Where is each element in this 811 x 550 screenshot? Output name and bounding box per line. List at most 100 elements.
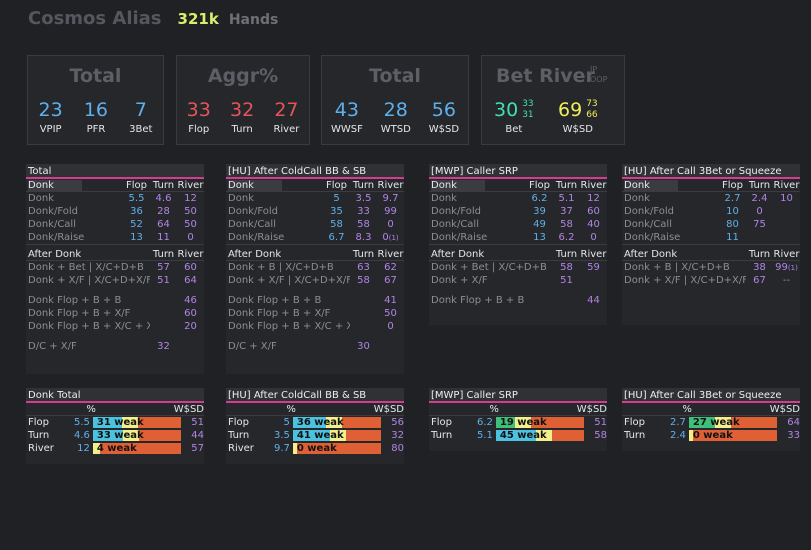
bar-weak-segment [692, 417, 715, 428]
stat-row[interactable]: Donk/Call 80 75 [622, 218, 800, 231]
stat-row[interactable]: Donk/Fold 36 28 50 [26, 205, 204, 218]
stat-row[interactable]: Donk 5 3.5 9.7 [226, 192, 404, 205]
stat-value: 6.2 [558, 232, 575, 243]
card-stat[interactable]: 23 VPIP [39, 99, 63, 135]
stat-row[interactable]: Donk Flop + B + X/C + X/F 20 [26, 320, 204, 333]
stat-row[interactable]: Donk Flop + B + B 46 [26, 294, 204, 307]
wsd-value: 57 [191, 443, 205, 454]
stat-row[interactable]: Donk + X/F 51 [429, 274, 607, 287]
stat-row[interactable]: Donk Flop + B + B 41 [226, 294, 404, 307]
stat-value: 33 [357, 206, 370, 217]
stat-row[interactable]: Donk 6.2 5.1 12 [429, 192, 607, 205]
card-stat[interactable]: 28 WTSD [381, 99, 411, 135]
stat-row-label: Donk Flop + B + B [28, 295, 122, 306]
card-stat[interactable]: 56 W$SD [429, 99, 459, 135]
street-label: Turn [624, 430, 646, 441]
weak-bar-text: 19 weak [499, 417, 547, 428]
after-donk-label: After Donk [431, 249, 485, 260]
weak-bar-row[interactable]: Flop 2.7 27 weak 64 [622, 416, 800, 429]
col-header: River [177, 249, 204, 260]
stat-row[interactable]: Donk 2.7 2.4 10 [622, 192, 800, 205]
stat-panel: Total Donk Flop Turn River Donk 5.5 4.6 12 Donk/F… [26, 164, 204, 374]
stat-value: 40 [587, 219, 600, 230]
stat-row[interactable]: Donk/Call 49 58 40 [429, 218, 607, 231]
col-header: River [177, 180, 204, 191]
stat-row[interactable]: Donk/Raise 13 11 0 [26, 231, 204, 244]
stat-row[interactable]: Donk 5.5 4.6 12 [26, 192, 204, 205]
card-values: 23 VPIP 16 PFR 7 3Bet [28, 99, 163, 135]
stat-row-label: Donk [431, 193, 457, 204]
wsd-header: W$SD [576, 404, 607, 415]
stat-panel: [HU] After ColdCall BB & SB Donk Flop Turn R… [226, 164, 404, 374]
bar-yellow-segment [121, 417, 138, 428]
bar-strong-segment [292, 430, 297, 441]
card-stat[interactable]: 32 Turn [230, 99, 254, 135]
weak-bar-row[interactable]: Flop 6.2 19 weak 51 [429, 416, 607, 429]
bet-river-bet-label: Bet [505, 124, 523, 135]
weak-bar: 19 weak [495, 417, 584, 428]
bet-river-wsd[interactable]: 69 73 66 W$SD [558, 99, 598, 135]
stat-row[interactable]: Donk Flop + B + X/C + X/F 0 [226, 320, 404, 333]
stat-row[interactable]: Donk/Call 52 64 50 [26, 218, 204, 231]
card-stat-value: 27 [274, 99, 299, 121]
stat-value: 28 [157, 206, 170, 217]
weak-bar-row[interactable]: River 9.7 0 weak 80 [226, 442, 404, 455]
stat-row[interactable]: Donk/Fold 39 37 60 [429, 205, 607, 218]
stat-row[interactable]: Donk Flop + B + B 44 [429, 294, 607, 307]
stat-row[interactable]: Donk + X/F | X/C+D+X/F 51 64 [26, 274, 204, 287]
panel-title: [HU] After ColdCall BB & SB [226, 388, 404, 403]
weak-bar-row[interactable]: Turn 2.4 0 weak 33 [622, 429, 800, 442]
stat-row[interactable]: Donk + B | X/C+D+B 63 62 [226, 261, 404, 274]
weak-bar-panel: [MWP] Caller SRP% W$SD Flop 6.2 19 weak 51 Tur… [429, 388, 607, 451]
stat-row[interactable]: Donk/Raise 13 6.2 0 [429, 231, 607, 244]
card-stat[interactable]: 33 Flop [187, 99, 211, 135]
street-label: River [228, 443, 254, 454]
stat-value: 39 [533, 206, 546, 217]
stat-row[interactable]: Donk + Bet | X/C+D+B 57 60 [26, 261, 204, 274]
card-stat[interactable]: 27 River [273, 99, 299, 135]
bar-strong-segment [688, 430, 693, 441]
stat-row[interactable]: Donk/Raise 11 [622, 231, 800, 244]
stat-row[interactable]: Donk/Fold 10 0 [622, 205, 800, 218]
panel-title: [HU] After Call 3Bet or Squeeze [622, 164, 800, 179]
card-stat[interactable]: 7 3Bet [129, 99, 152, 135]
stat-row[interactable]: D/C + X/F 32 [26, 340, 204, 353]
weak-bar-row[interactable]: Turn 4.6 33 weak 44 [26, 429, 204, 442]
card-stat[interactable]: 16 PFR [84, 99, 108, 135]
weak-bar-row[interactable]: River 12 4 weak 57 [26, 442, 204, 455]
stat-row[interactable]: D/C + X/F 30 [226, 340, 404, 353]
donk-section-header: Donk Flop Turn River [26, 179, 204, 192]
stat-row[interactable]: Donk + X/F | X/C+D+X/F 58 67 [226, 274, 404, 287]
stat-row-label: Donk + X/F [431, 275, 488, 286]
stat-value: 60 [587, 206, 600, 217]
stat-row[interactable]: Donk Flop + B + X/F 60 [26, 307, 204, 320]
stat-row-label: Donk/Fold [28, 206, 78, 217]
weak-bar-row[interactable]: Flop 5.5 31 weak 51 [26, 416, 204, 429]
col-header: River [773, 249, 800, 260]
stat-row-label: Donk Flop + B + X/F [228, 308, 331, 319]
stat-value [350, 320, 377, 333]
stat-value: 6.7 [328, 232, 345, 243]
card-stat-label: WTSD [380, 124, 411, 135]
wsd-header: W$SD [173, 404, 204, 415]
col-header: River [580, 180, 607, 191]
stat-row-label: Donk + Bet | X/C+D+B [28, 262, 144, 273]
weak-bar-row[interactable]: Flop 5 36 weak 56 [226, 416, 404, 429]
stat-row[interactable]: Donk + X/F | X/C+D+X/F 67 -- [622, 274, 800, 287]
card-stat-label: VPIP [39, 124, 62, 135]
bet-river-bet[interactable]: 30 33 31 Bet [494, 99, 534, 135]
stat-row[interactable]: Donk/Fold 35 33 99 [226, 205, 404, 218]
stat-row[interactable]: Donk + Bet | X/C+D+B 58 59 [429, 261, 607, 274]
weak-bar-row[interactable]: Turn 5.1 45 weak 58 [429, 429, 607, 442]
stat-row-label: Donk/Raise [431, 232, 488, 243]
bar-weak-segment [296, 417, 326, 428]
stat-row[interactable]: Donk/Call 58 58 0 [226, 218, 404, 231]
weak-bar-row[interactable]: Turn 3.5 41 weak 32 [226, 429, 404, 442]
stat-row[interactable]: Donk/Raise 6.7 8.3 0(1) [226, 231, 404, 244]
stat-row[interactable]: Donk + B | X/C+D+B 38 99(1) [622, 261, 800, 274]
panel-title: [HU] After Call 3Bet or Squeeze [622, 388, 800, 403]
weak-bar-header: % W$SD [622, 403, 800, 416]
card-stat[interactable]: 43 WWSF [331, 99, 363, 135]
stat-row[interactable]: Donk Flop + B + X/F 50 [226, 307, 404, 320]
donk-pct: 6.2 [476, 417, 493, 428]
